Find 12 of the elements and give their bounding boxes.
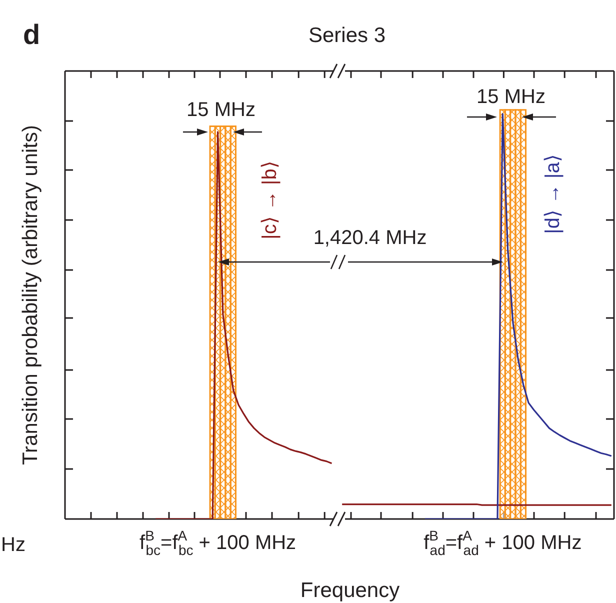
x-tick-label: f$^{B}$$_{ad}$=f$^{A}$$_{ad}$ + 100 MHz — [424, 528, 582, 558]
annotation: 15 MHz — [186, 99, 256, 121]
chart-title: Series 3 — [308, 24, 386, 47]
y-axis-title: Transition probability (arbitrary units) — [19, 124, 42, 466]
text: d — [23, 19, 40, 50]
annotation: 1,420.4 MHz — [313, 227, 427, 249]
text: Hz — [1, 534, 26, 556]
text: 15 MHz — [476, 86, 546, 108]
annotation: |c⟩ → |b⟩ — [259, 160, 281, 240]
x-tick-label: f$^{B}$$_{bc}$=f$^{A}$$_{bc}$ + 100 MHz — [140, 528, 296, 558]
x-axis-title: Frequency — [300, 579, 400, 602]
annotation: |d⟩ → |a⟩ — [542, 154, 564, 234]
